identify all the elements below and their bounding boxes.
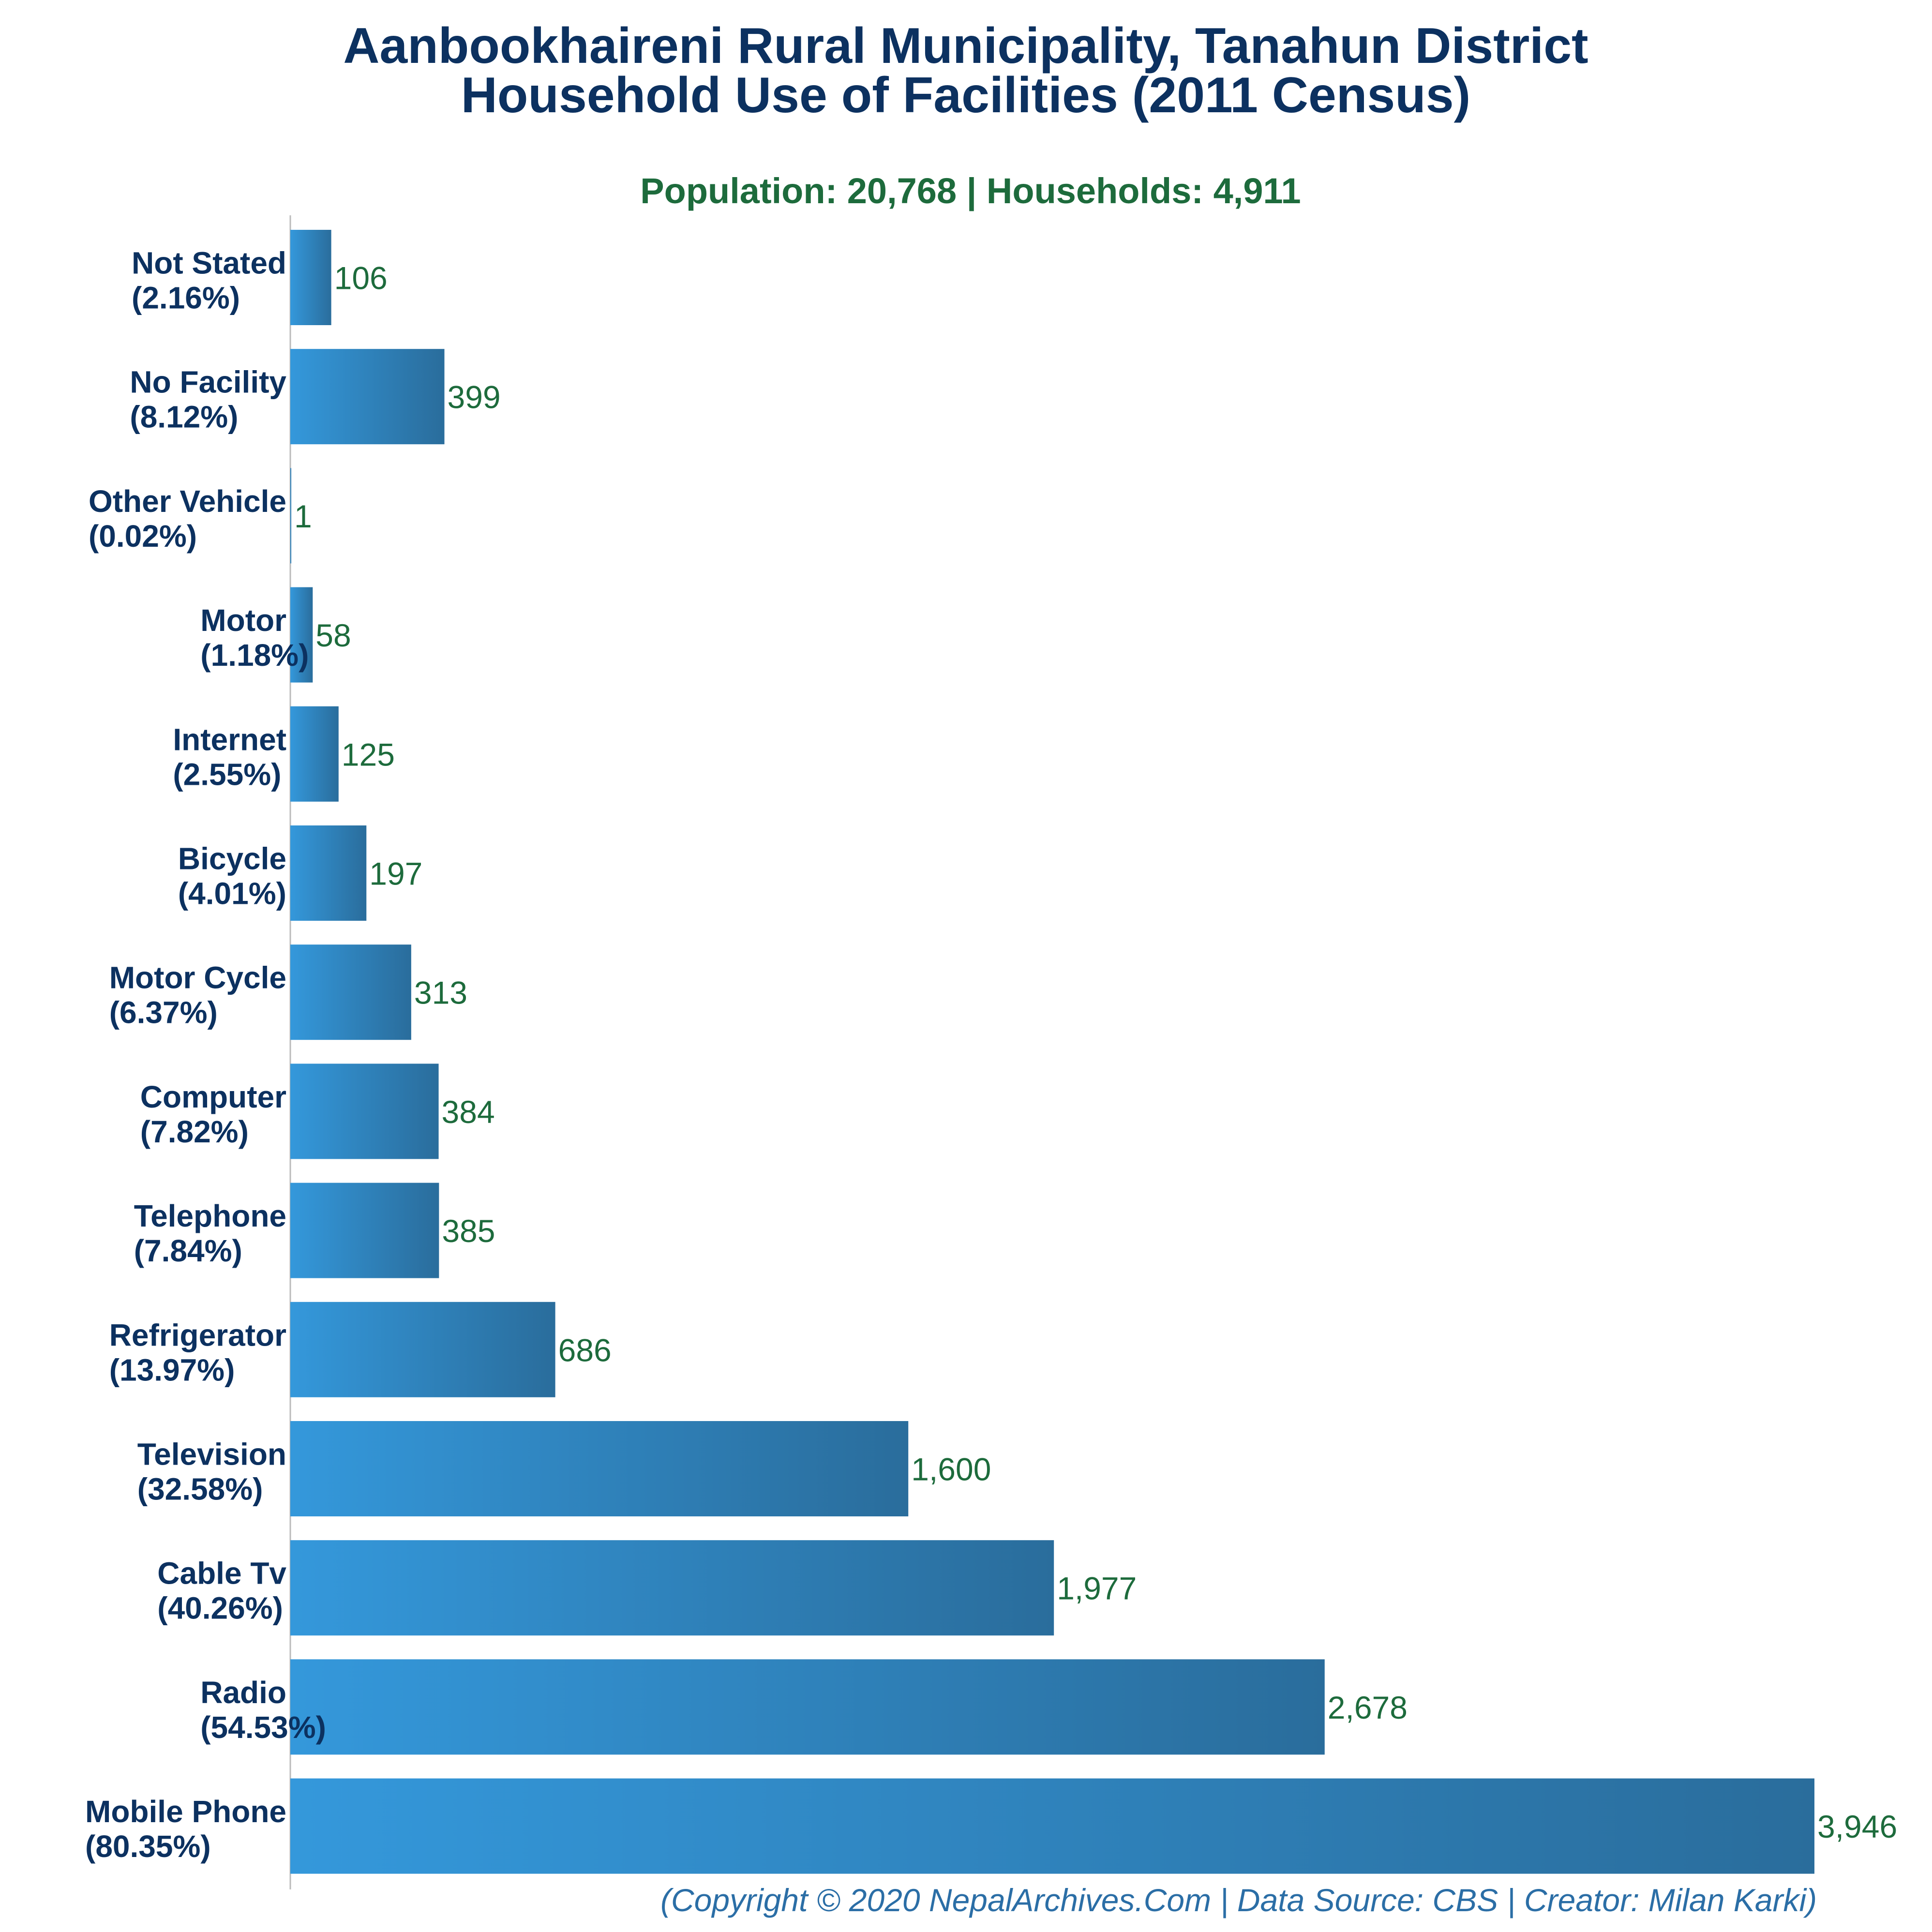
category-percent-television: (32.58%)	[137, 1472, 263, 1507]
category-percent-radio: (54.53%)	[200, 1710, 326, 1745]
value-label-bicycle: 197	[369, 856, 422, 892]
category-percent-computer: (7.82%)	[140, 1114, 249, 1149]
bar-other-vehicle	[290, 468, 291, 564]
bar-cable-tv	[290, 1540, 1054, 1636]
chart-footer: (Copyright © 2020 NepalArchives.Com | Da…	[660, 1882, 1817, 1919]
bar-bicycle	[290, 825, 367, 921]
category-label-television: Television	[137, 1437, 286, 1472]
category-label-other-vehicle: Other Vehicle	[89, 484, 286, 519]
category-percent-bicycle: (4.01%)	[178, 876, 286, 911]
category-percent-other-vehicle: (0.02%)	[89, 519, 197, 554]
category-percent-internet: (2.55%)	[173, 757, 281, 792]
category-label-motor-cycle: Motor Cycle	[109, 960, 286, 995]
bar-no-facility	[290, 349, 445, 445]
bar-radio	[290, 1659, 1325, 1755]
category-label-no-facility: No Facility	[130, 365, 286, 400]
category-label-motor: Motor	[200, 603, 286, 638]
category-percent-refrigerator: (13.97%)	[109, 1352, 235, 1387]
category-percent-not-stated: (2.16%)	[132, 281, 240, 315]
value-label-mobile-phone: 3,946	[1817, 1809, 1897, 1844]
category-labels-group: Not Stated(2.16%) No Facility(8.12%) Other…	[85, 246, 326, 1864]
category-label-not-stated: Not Stated	[132, 246, 286, 281]
value-label-motor: 58	[315, 617, 351, 653]
value-label-cable-tv: 1,977	[1057, 1571, 1137, 1606]
value-label-internet: 125	[342, 736, 395, 772]
category-label-computer: Computer	[140, 1079, 286, 1114]
value-label-refrigerator: 686	[558, 1332, 612, 1368]
category-percent-cable-tv: (40.26%)	[157, 1591, 283, 1626]
category-percent-motor-cycle: (6.37%)	[109, 995, 218, 1030]
bar-telephone	[290, 1183, 439, 1278]
value-label-no-facility: 399	[448, 379, 501, 415]
bar-motor-cycle	[290, 944, 411, 1040]
value-label-radio: 2,678	[1328, 1690, 1408, 1725]
category-percent-motor: (1.18%)	[200, 638, 309, 673]
category-label-radio: Radio	[200, 1675, 286, 1710]
value-label-not-stated: 106	[334, 260, 388, 296]
category-percent-telephone: (7.84%)	[134, 1233, 242, 1268]
bar-refrigerator	[290, 1302, 555, 1397]
category-percent-mobile-phone: (80.35%)	[85, 1829, 211, 1864]
category-label-refrigerator: Refrigerator	[109, 1318, 286, 1352]
bar-not-stated	[290, 230, 331, 325]
category-label-telephone: Telephone	[134, 1198, 286, 1233]
bar-television	[290, 1421, 909, 1516]
value-labels-group: 106 399 1 58 125 197 313 384 385 686 1,600 1,977 2,6…	[294, 260, 1897, 1845]
bar-mobile-phone	[290, 1778, 1814, 1874]
category-label-cable-tv: Cable Tv	[157, 1556, 286, 1591]
category-label-internet: Internet	[173, 722, 286, 757]
bar-motor	[290, 587, 313, 683]
value-label-telephone: 385	[442, 1213, 495, 1249]
category-label-bicycle: Bicycle	[178, 841, 286, 876]
chart-subtitle: Population: 20,768 | Households: 4,911	[640, 171, 1301, 211]
value-label-motor-cycle: 313	[414, 975, 467, 1011]
category-percent-no-facility: (8.12%)	[130, 400, 238, 434]
bars-group	[290, 230, 1814, 1874]
value-label-television: 1,600	[911, 1452, 991, 1487]
value-label-other-vehicle: 1	[294, 498, 312, 534]
chart-title-line1: Aanbookhaireni Rural Municipality, Tanah…	[343, 18, 1588, 74]
value-label-computer: 384	[442, 1094, 495, 1130]
chart-title-line2: Household Use of Facilities (2011 Census…	[461, 67, 1470, 123]
bar-computer	[290, 1063, 439, 1159]
category-label-mobile-phone: Mobile Phone	[85, 1794, 286, 1829]
bar-internet	[290, 706, 339, 802]
